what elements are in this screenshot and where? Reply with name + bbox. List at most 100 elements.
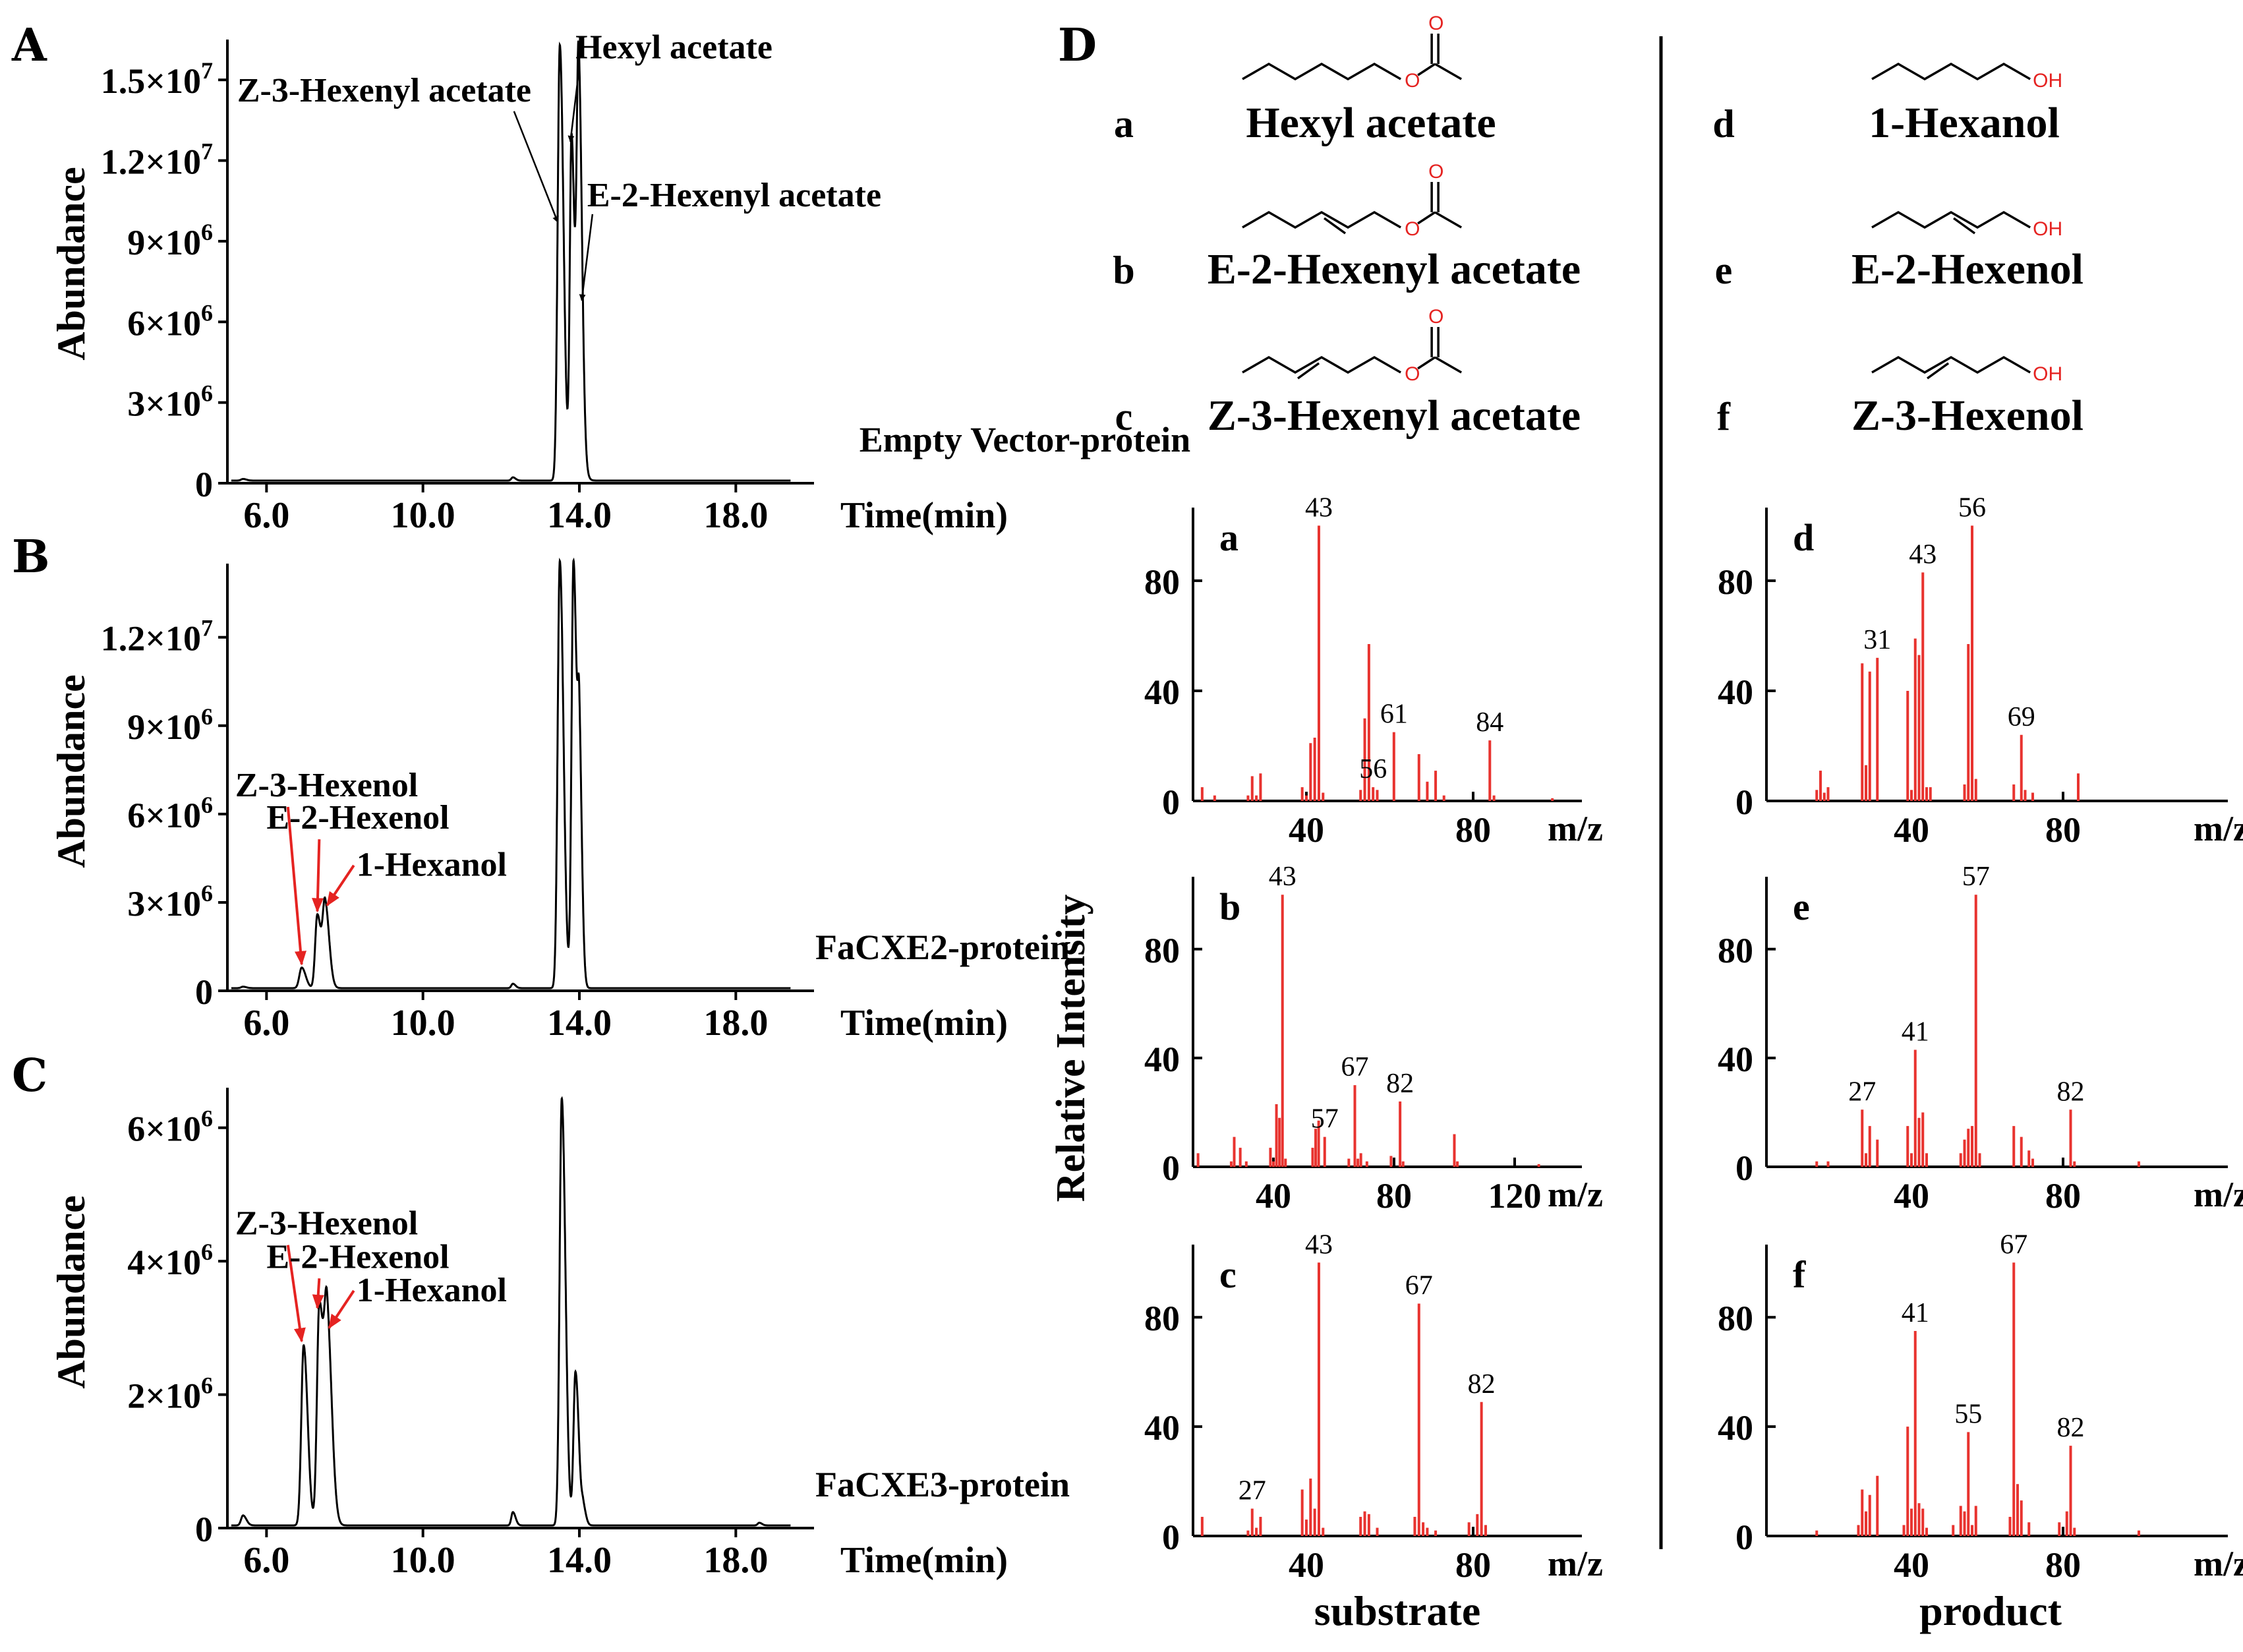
ms-b-xtick-label: 80 [1376, 1176, 1412, 1216]
chromatogram-c-ytick-label: 4×106 [127, 1239, 213, 1282]
mass-spectrum-d: 0 40 80 40 80 m/z d 31 43 56 69 [1718, 492, 2243, 850]
ms-b-ytick-label: 40 [1144, 1040, 1180, 1079]
ms-c-xtick-label: 80 [1455, 1545, 1491, 1585]
peak-annotation: E-2-Hexenol [266, 1238, 449, 1276]
chromatogram-c-ytick-label: 6×106 [127, 1106, 213, 1149]
ms-b-xlabel: m/z [1548, 1175, 1603, 1214]
compound-letter-b: b [1113, 249, 1134, 292]
structure-hydroxyl-e: OH [2033, 218, 2062, 240]
chromatogram-a-xtick-label: 6.0 [243, 495, 289, 536]
ms-f-ytick-label: 0 [1735, 1518, 1753, 1557]
ms-d-peak-label: 43 [1909, 539, 1937, 570]
chromatogram-a-ylabel: Abundance [49, 167, 93, 360]
chromatogram-c: 0 2×106 4×106 6×106 6.0 10.0 14.0 18.0 Time(min)… [127, 1088, 1070, 1581]
peak-annotation: E-2-Hexenol [266, 799, 449, 837]
chromatogram-b-xtick-label: 14.0 [547, 1003, 612, 1044]
chromatogram-c-ylabel: Abundance [49, 1195, 93, 1388]
ms-a-xtick-label: 80 [1455, 810, 1491, 850]
ms-b-xtick-label: 40 [1256, 1176, 1291, 1216]
mass-spectrum-e: 0 40 80 40 80 m/z e 27 41 57 82 [1718, 862, 2243, 1216]
ms-f-peak-label: 41 [1902, 1298, 1929, 1328]
ms-a-peak-label: 84 [1476, 707, 1503, 738]
peak-arrow [513, 111, 559, 223]
structure-double-bond-e [1953, 217, 1976, 235]
chromatogram-c-ytick-label: 0 [195, 1510, 213, 1549]
chromatogram-b-ytick-label: 6×106 [127, 792, 213, 835]
ms-d-xtick-label: 80 [2045, 810, 2081, 850]
chromatogram-b-ytick-label: 9×106 [127, 703, 213, 747]
peak-arrow [312, 1278, 324, 1309]
chromatogram-a-ytick-label: 3×106 [127, 380, 213, 424]
ms-f-ytick-label: 40 [1718, 1408, 1753, 1448]
chromatogram-b-xtick-label: 10.0 [391, 1003, 455, 1044]
ms-e-peak-label: 27 [1848, 1077, 1876, 1107]
panel-letter-d: D [1058, 19, 1097, 72]
ms-a-peak-label: 61 [1380, 699, 1408, 730]
chromatogram-a: 0 3×106 6×106 9×106 1.2×107 1.5×107 6.0 10.0 14.… [101, 29, 1191, 536]
product-label: product [1919, 1587, 2062, 1634]
peak-annotation: Z-3-Hexenyl acetate [237, 72, 531, 109]
ms-a-ytick-label: 0 [1162, 782, 1180, 822]
ms-f-xtick-label: 80 [2045, 1545, 2081, 1585]
compound-name-a: Hexyl acetate [1246, 99, 1496, 147]
ms-e-peak-label: 57 [1962, 862, 1990, 892]
ms-ylabel: Relative Intensity [1049, 895, 1093, 1202]
structure-double-bond-f [1927, 362, 1950, 380]
compound-name-d: 1-Hexanol [1869, 99, 2060, 147]
chromatogram-c-ytick-label: 2×106 [127, 1372, 213, 1416]
chromatogram-a-trace [231, 40, 791, 482]
chromatogram-b-ytick-label: 1.2×107 [101, 615, 213, 659]
ms-c-xtick-label: 40 [1289, 1545, 1324, 1585]
ms-f-xlabel: m/z [2194, 1544, 2243, 1583]
ms-c-ytick-label: 40 [1144, 1408, 1180, 1448]
ms-b-peak-label: 82 [1386, 1069, 1414, 1099]
structure-chain-f [1871, 355, 2031, 374]
sample-label: FaCXE2-protein [815, 928, 1070, 967]
structure-bond-c [1417, 356, 1436, 370]
peak-annotation: Z-3-Hexenol [235, 1205, 418, 1243]
peak-arrow [286, 806, 306, 966]
compound-name-b: E-2-Hexenyl acetate [1208, 245, 1581, 293]
structure-chain-d [1871, 62, 2031, 81]
structure-hydroxyl-f: OH [2033, 363, 2062, 385]
ms-e-peak-label: 82 [2057, 1077, 2085, 1107]
ms-e-ytick-label: 0 [1735, 1148, 1753, 1188]
ms-f-peak-label: 67 [2000, 1229, 2027, 1260]
structure-bond-b [1434, 211, 1463, 229]
compound-letter-c: c [1115, 395, 1133, 438]
peak-arrow [568, 66, 581, 142]
panel-letter-b: B [12, 531, 49, 583]
chromatogram-c-xtick-label: 14.0 [547, 1540, 612, 1581]
ms-c-letter: c [1219, 1253, 1237, 1296]
chromatogram-b: 0 3×106 6×106 9×106 1.2×107 6.0 10.0 14.0 18.0 Ti… [101, 557, 1070, 1044]
compound-name-e: E-2-Hexenol [1851, 245, 2083, 293]
ms-e-xtick-label: 80 [2045, 1176, 2081, 1216]
structure-bond-c [1434, 356, 1463, 374]
ms-d-ytick-label: 40 [1718, 672, 1753, 712]
sample-label: Empty Vector-protein [859, 420, 1190, 459]
ms-d-ytick-label: 80 [1718, 562, 1753, 602]
ms-e-letter: e [1793, 885, 1810, 928]
ms-a-xtick-label: 40 [1289, 810, 1324, 850]
chromatogram-a-xtick-label: 18.0 [703, 495, 768, 536]
ms-d-peak-label: 56 [1958, 492, 1986, 523]
ms-b-letter: b [1219, 885, 1240, 928]
peak-arrow [579, 214, 594, 301]
ms-b-ytick-label: 80 [1144, 931, 1180, 970]
structure-double-bond-c [1297, 362, 1320, 380]
chromatogram-a-xlabel: Time(min) [840, 495, 1008, 536]
ms-a-letter: a [1219, 516, 1238, 559]
chromatogram-a-ytick-label: 6×106 [127, 299, 213, 343]
ms-c-peak-label: 82 [1468, 1369, 1496, 1400]
chromatogram-c-xtick-label: 10.0 [391, 1540, 455, 1581]
panel-letter-a: A [11, 19, 47, 72]
ms-d-ytick-label: 0 [1735, 782, 1753, 822]
ms-e-ytick-label: 40 [1718, 1040, 1753, 1079]
chromatogram-c-xtick-label: 18.0 [703, 1540, 768, 1581]
chromatogram-a-xtick-label: 14.0 [547, 495, 612, 536]
structure-carbonyl-oxygen-b: O [1428, 161, 1443, 183]
ms-c-ytick-label: 0 [1162, 1518, 1180, 1557]
ms-d-peak-label: 31 [1863, 625, 1891, 655]
structure-double-bond-b [1324, 217, 1347, 235]
